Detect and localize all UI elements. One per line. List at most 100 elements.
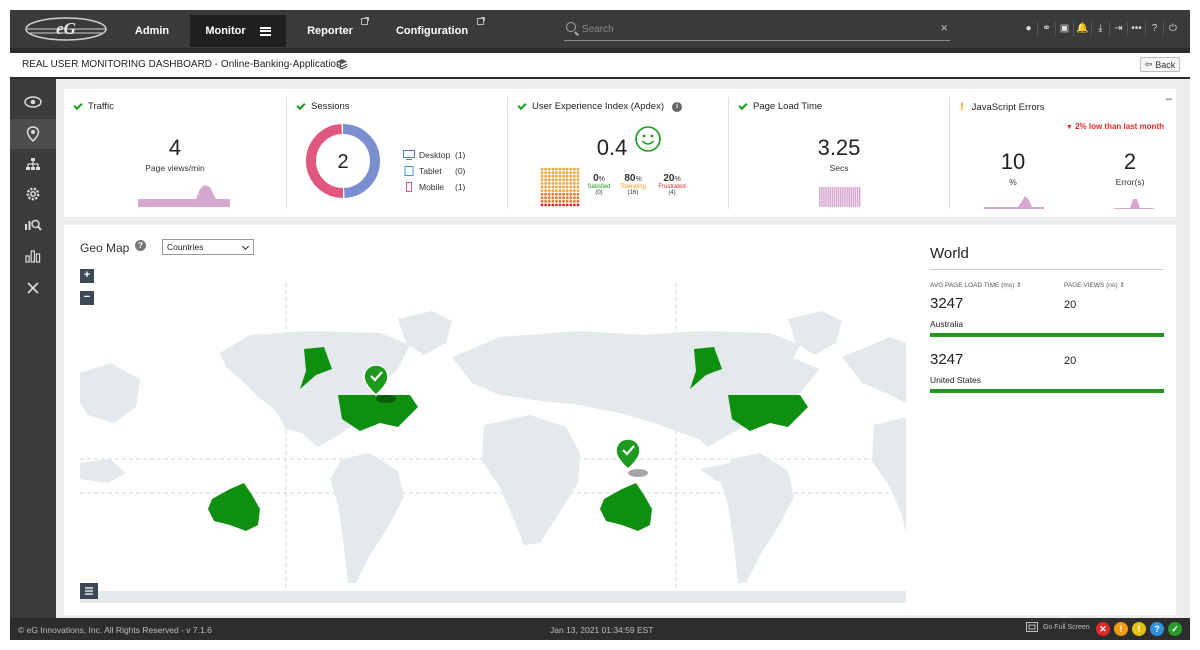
logout-icon[interactable]: ⇥: [1110, 22, 1128, 36]
close-tools-icon: [27, 282, 39, 294]
collapse-icon[interactable]: –: [1165, 93, 1172, 105]
kpi-traffic-title-text: Traffic: [88, 101, 114, 112]
check-icon: [73, 100, 83, 110]
page-load-unit: Secs: [829, 163, 849, 173]
menu-icon[interactable]: [259, 26, 271, 36]
alarm-indicator-icon[interactable]: !: [1114, 622, 1128, 636]
eg-logo[interactable]: eG: [24, 16, 108, 42]
clock-text: Jan 13, 2021 01:34:59 EST: [550, 625, 654, 635]
kpi-apdex[interactable]: User Experience Index (Apdex) i 0.4 0% S…: [508, 89, 728, 217]
legend-desktop-label: Desktop: [419, 150, 451, 160]
apdex-dot: [562, 203, 565, 207]
nav-tab-admin[interactable]: Admin: [114, 15, 190, 47]
apdex-dot: [555, 192, 558, 196]
help-icon[interactable]: ?: [1146, 22, 1164, 36]
info-icon[interactable]: i: [672, 101, 683, 112]
traffic-value: 4: [168, 135, 182, 160]
col-header-load-time[interactable]: AVG PAGE LOAD TIME (ms) ⇕: [930, 281, 1021, 289]
alarm-indicator-icon[interactable]: ✓: [1168, 622, 1182, 636]
app-window: eG Admin Monitor Reporter Configuration …: [10, 10, 1190, 640]
more-icon[interactable]: •••: [1128, 22, 1146, 36]
gear-icon: [26, 187, 40, 201]
list-icon: [85, 587, 93, 595]
country-australia[interactable]: [208, 483, 260, 531]
tolerating-label: Tolerating: [619, 184, 646, 190]
apdex-dot: [555, 185, 558, 189]
go-full-screen-label: Go Full Screen: [1043, 623, 1090, 631]
country-usa[interactable]: [300, 347, 418, 431]
legend-mobile[interactable]: Mobile (1): [403, 179, 503, 195]
row-load-time: 3247: [930, 351, 964, 368]
sidebar-item-settings[interactable]: [10, 179, 56, 209]
alarm-indicator-icon[interactable]: !: [1132, 622, 1146, 636]
apdex-dot: [576, 182, 580, 185]
sparkline-bar: [835, 187, 838, 207]
image-icon[interactable]: ▣: [1056, 22, 1074, 36]
row-load-bar: [930, 333, 1164, 337]
apdex-dot: [569, 171, 573, 174]
sparkline-bar: [823, 187, 825, 207]
legend-desktop[interactable]: Desktop (1): [403, 147, 503, 163]
kpi-js-errors-title: ! JavaScript Errors: [960, 101, 1045, 113]
map-marker-australia[interactable]: [615, 438, 648, 477]
help-icon[interactable]: ?: [135, 240, 146, 251]
nav-tab-reporter[interactable]: Reporter: [286, 15, 374, 47]
legend-tablet[interactable]: Tablet (0): [403, 163, 503, 179]
power-icon[interactable]: ⏻: [1169, 23, 1177, 34]
sidebar-item-geo[interactable]: [10, 119, 56, 149]
nav-tab-monitor[interactable]: Monitor: [190, 15, 286, 47]
link-icon[interactable]: ⚭: [1038, 22, 1056, 36]
apdex-dot: [573, 200, 576, 203]
sidebar-item-topology[interactable]: [10, 149, 56, 179]
country-australia-repeat[interactable]: [600, 483, 652, 531]
country-usa-repeat[interactable]: [690, 347, 808, 431]
back-button[interactable]: ⇦ Back: [1140, 57, 1180, 72]
fullscreen-icon: [1026, 622, 1038, 632]
apdex-dot: [558, 200, 562, 203]
apdex-dot: [547, 196, 551, 200]
kpi-page-load-time[interactable]: Page Load Time 3.25 Secs: [729, 89, 949, 217]
legend-tablet-count: (0): [455, 166, 466, 176]
apdex-dot: [565, 200, 569, 203]
apdex-dot: [551, 200, 555, 203]
map-marker-usa[interactable]: [363, 364, 396, 403]
col-header-page-views[interactable]: PAGE VIEWS (no) ⇕: [1064, 281, 1125, 289]
nav-tab-configuration[interactable]: Configuration: [374, 15, 490, 47]
apdex-dot: [540, 196, 544, 200]
sidebar-item-analysis[interactable]: [10, 209, 56, 239]
zoom-in-button[interactable]: +: [80, 269, 94, 283]
apdex-dot: [562, 178, 565, 182]
alarm-indicator-icon[interactable]: ?: [1150, 622, 1164, 636]
apdex-dot: [540, 203, 544, 207]
external-link-icon: [477, 17, 485, 25]
mobile-icon: [406, 182, 412, 192]
apdex-dot: [547, 203, 551, 207]
search-input[interactable]: [582, 21, 922, 37]
zoom-out-button[interactable]: −: [80, 291, 94, 305]
frustrated-count: (4): [668, 190, 676, 196]
kpi-sessions[interactable]: Sessions 2 Desktop (1) Tablet (0): [287, 89, 507, 217]
kpi-sessions-title: Sessions: [296, 100, 350, 112]
divider: [930, 269, 1164, 270]
download-icon[interactable]: ⤓: [1092, 22, 1110, 36]
sidebar-item-overview[interactable]: [10, 87, 56, 117]
bell-icon[interactable]: 🔔: [1074, 22, 1092, 36]
world-map[interactable]: [80, 283, 906, 603]
geo-level-select[interactable]: Countries: [162, 239, 254, 255]
world-row[interactable]: 3247 20 Australia: [930, 295, 1166, 351]
apdex-dot: [558, 178, 562, 182]
sidebar-item-reports[interactable]: [10, 241, 56, 271]
alarm-indicator-icon[interactable]: ✕: [1096, 622, 1110, 636]
go-full-screen-button[interactable]: Go Full Screen: [1026, 622, 1090, 632]
user-icon[interactable]: ●: [1020, 22, 1038, 36]
map-menu-button[interactable]: [80, 583, 98, 599]
sparkline-bar: [829, 187, 831, 207]
kpi-javascript-errors[interactable]: ! JavaScript Errors – ▼ 2% low than last…: [950, 89, 1176, 217]
clear-search-icon[interactable]: ×: [940, 20, 948, 35]
frustrated-label: Frustrated: [658, 184, 686, 190]
world-row[interactable]: 3247 20 United States: [930, 351, 1166, 407]
layers-icon[interactable]: [336, 58, 348, 70]
sidebar-item-tools[interactable]: [10, 273, 56, 303]
kpi-traffic[interactable]: Traffic 4 Page views/min: [64, 89, 286, 217]
apdex-dot: [547, 178, 551, 182]
